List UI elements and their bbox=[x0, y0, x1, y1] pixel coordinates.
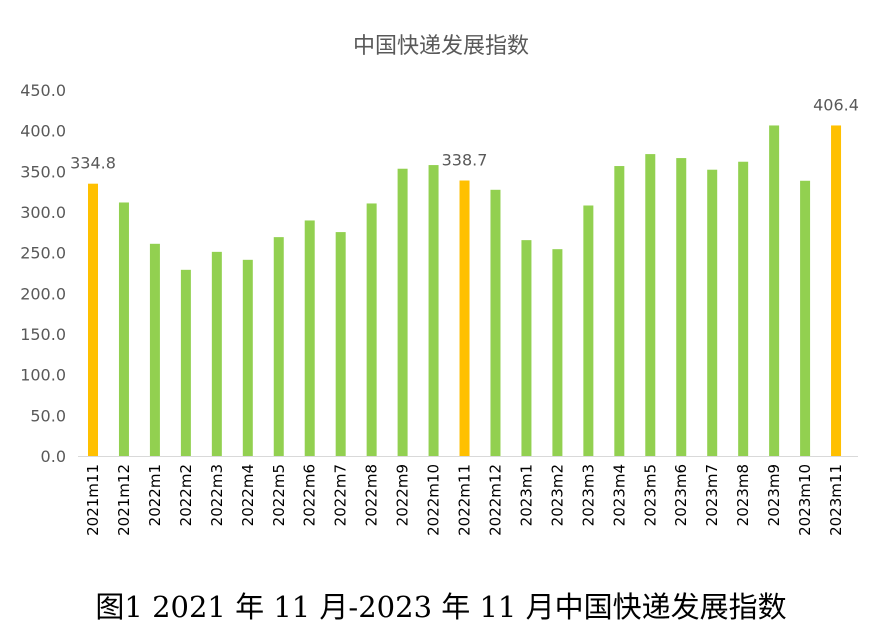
x-tick-label: 2022m1 bbox=[146, 464, 164, 526]
x-tick-label: 2022m2 bbox=[177, 464, 195, 526]
bar-2023m4 bbox=[614, 166, 625, 456]
bar-2022m4 bbox=[242, 259, 253, 456]
x-tick-label: 2023m7 bbox=[703, 464, 721, 526]
x-tick-label: 2021m11 bbox=[84, 464, 102, 536]
data-label: 406.4 bbox=[813, 95, 859, 114]
figure-caption: 图1 2021 年 11 月-2023 年 11 月中国快递发展指数 bbox=[95, 590, 787, 624]
x-tick-label: 2022m9 bbox=[394, 464, 412, 526]
x-tick-label: 2023m10 bbox=[796, 464, 814, 536]
x-tick-label: 2021m12 bbox=[115, 464, 133, 536]
bar-2022m3 bbox=[211, 251, 222, 456]
bar-2022m10 bbox=[428, 165, 439, 456]
x-tick-label: 2023m1 bbox=[517, 464, 535, 526]
y-tick-label: 50.0 bbox=[30, 406, 66, 425]
bar-2023m7 bbox=[707, 169, 718, 456]
bar-2022m9 bbox=[397, 168, 408, 457]
bar-chart: 0.0 50.0 100.0 150.0 200.0 250.0 300.0 350.0 400… bbox=[20, 81, 859, 536]
y-tick-label: 400.0 bbox=[20, 122, 66, 141]
x-tick-label: 2023m9 bbox=[765, 464, 783, 526]
bar-2021m12 bbox=[118, 202, 129, 456]
bar-2023m3 bbox=[583, 205, 594, 456]
bar-2023m11 bbox=[831, 125, 842, 456]
y-tick-label: 250.0 bbox=[20, 244, 66, 263]
bar-2023m6 bbox=[676, 158, 687, 457]
bar-2021m11 bbox=[88, 183, 98, 457]
x-tick-label: 2022m4 bbox=[239, 464, 257, 526]
y-tick-label: 450.0 bbox=[20, 81, 66, 100]
x-tick-label: 2022m7 bbox=[332, 464, 350, 526]
x-tick-label: 2022m6 bbox=[301, 464, 319, 526]
data-label: 334.8 bbox=[70, 154, 116, 173]
y-tick-label: 300.0 bbox=[20, 203, 66, 222]
y-tick-label: 200.0 bbox=[20, 284, 66, 303]
x-tick-label: 2023m6 bbox=[672, 464, 690, 526]
bar-2022m11 bbox=[459, 180, 470, 457]
x-tick-label: 2022m5 bbox=[270, 464, 288, 526]
y-tick-label: 0.0 bbox=[41, 447, 66, 466]
y-tick-label: 350.0 bbox=[20, 162, 66, 181]
bar-2023m2 bbox=[552, 249, 563, 456]
bar-2022m12 bbox=[490, 189, 501, 456]
x-tick-label: 2022m10 bbox=[425, 464, 443, 536]
x-tick-label: 2023m11 bbox=[827, 464, 845, 536]
bar-2023m8 bbox=[738, 161, 749, 456]
x-tick-label: 2023m8 bbox=[734, 464, 752, 526]
bar-2023m5 bbox=[645, 154, 656, 456]
x-tick-label: 2022m8 bbox=[363, 464, 381, 526]
chart-title: 中国快递发展指数 bbox=[352, 34, 529, 59]
x-tick-label: 2023m4 bbox=[610, 464, 628, 526]
x-tick-label: 2023m5 bbox=[641, 464, 659, 526]
bar-2023m9 bbox=[769, 125, 780, 456]
bar-2022m7 bbox=[335, 232, 346, 456]
x-tick-label: 2022m3 bbox=[208, 464, 226, 526]
y-tick-label: 150.0 bbox=[20, 325, 66, 344]
x-tick-label: 2023m2 bbox=[548, 464, 566, 526]
bar-2022m6 bbox=[304, 220, 315, 456]
bar-2023m1 bbox=[521, 240, 532, 456]
bar-2022m8 bbox=[366, 203, 377, 456]
x-tick-label: 2023m3 bbox=[579, 464, 597, 526]
data-label: 338.7 bbox=[442, 151, 488, 170]
y-tick-label: 100.0 bbox=[20, 366, 66, 385]
bar-2022m5 bbox=[273, 237, 284, 456]
x-tick-label: 2022m11 bbox=[456, 464, 474, 536]
bar-2022m2 bbox=[180, 269, 191, 456]
bar-2023m10 bbox=[800, 180, 811, 456]
bar-2022m1 bbox=[149, 243, 160, 456]
x-tick-label: 2022m12 bbox=[486, 464, 504, 536]
